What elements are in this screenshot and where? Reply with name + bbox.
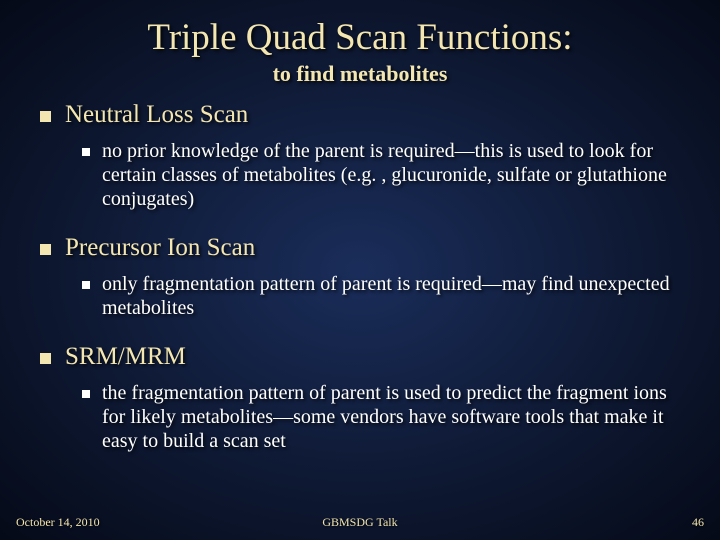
square-bullet-icon	[82, 281, 90, 289]
heading-text: SRM/MRM	[65, 343, 186, 371]
heading-text: Precursor Ion Scan	[65, 234, 255, 262]
square-bullet-icon	[82, 148, 90, 156]
section-heading: Precursor Ion Scan	[40, 234, 684, 262]
slide-footer: October 14, 2010 GBMSDG Talk 46	[0, 515, 720, 530]
body-text: only fragmentation pattern of parent is …	[102, 272, 684, 321]
section-body: the fragmentation pattern of parent is u…	[82, 381, 684, 454]
slide-subtitle: to find metabolites	[36, 61, 684, 87]
body-text: the fragmentation pattern of parent is u…	[102, 381, 684, 454]
footer-page-number: 46	[475, 515, 704, 530]
slide-content: Neutral Loss Scan no prior knowledge of …	[36, 101, 684, 454]
body-text: no prior knowledge of the parent is requ…	[102, 139, 684, 212]
heading-text: Neutral Loss Scan	[65, 101, 248, 129]
square-bullet-icon	[40, 244, 51, 255]
slide-title: Triple Quad Scan Functions:	[36, 18, 684, 59]
footer-date: October 14, 2010	[16, 515, 245, 530]
section-heading: Neutral Loss Scan	[40, 101, 684, 129]
section-body: no prior knowledge of the parent is requ…	[82, 139, 684, 212]
square-bullet-icon	[40, 111, 51, 122]
slide: Triple Quad Scan Functions: to find meta…	[0, 0, 720, 540]
section-heading: SRM/MRM	[40, 343, 684, 371]
square-bullet-icon	[40, 353, 51, 364]
square-bullet-icon	[82, 390, 90, 398]
footer-center: GBMSDG Talk	[245, 515, 474, 530]
section-body: only fragmentation pattern of parent is …	[82, 272, 684, 321]
